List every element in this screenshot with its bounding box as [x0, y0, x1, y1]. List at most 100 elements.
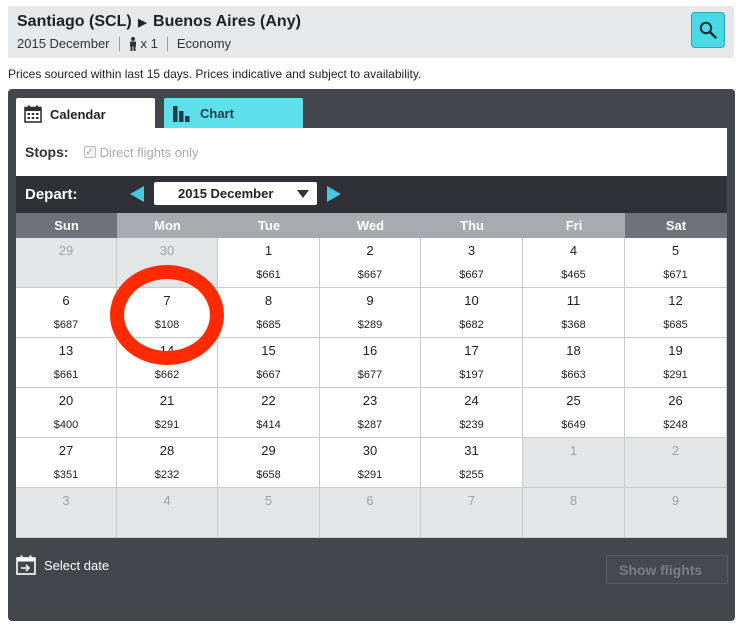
- day-price: $677: [357, 369, 383, 381]
- day-number: 3: [62, 493, 70, 508]
- calendar-day[interactable]: 29 $658: [218, 438, 320, 488]
- calendar-day-outside-month: 4: [117, 488, 218, 538]
- day-price: $255: [459, 469, 484, 481]
- weekday-tue: Tue: [218, 213, 320, 238]
- day-number: 2: [366, 243, 374, 258]
- chevron-down-icon: [297, 190, 309, 198]
- weekday-wed: Wed: [320, 213, 421, 238]
- calendar-arrow-icon: [16, 555, 36, 575]
- depart-label: Depart:: [25, 186, 78, 203]
- prev-month-arrow-icon[interactable]: [130, 186, 144, 202]
- calendar-day[interactable]: 25 $649: [523, 388, 625, 438]
- calendar-day[interactable]: 22 $414: [218, 388, 320, 438]
- calendar-day[interactable]: 12 $685: [625, 288, 727, 338]
- day-number: 10: [464, 293, 479, 308]
- calendar-day[interactable]: 24 $239: [421, 388, 523, 438]
- day-number: 4: [569, 243, 578, 258]
- day-number: 9: [366, 293, 374, 308]
- calendar-day[interactable]: 5 $671: [625, 238, 727, 288]
- month-dropdown[interactable]: 2015 December: [154, 182, 317, 205]
- day-price: $291: [663, 369, 688, 381]
- day-number: 12: [668, 293, 683, 308]
- calendar-day[interactable]: 27 $351: [16, 438, 117, 488]
- calendar-day[interactable]: 7 $108: [117, 288, 218, 338]
- calendar-day[interactable]: 9 $289: [320, 288, 421, 338]
- calendar-day[interactable]: 28 $232: [117, 438, 218, 488]
- day-price: $663: [561, 369, 586, 381]
- search-button[interactable]: [691, 12, 725, 48]
- day-price: $465: [561, 269, 586, 281]
- calendar-day[interactable]: 31 $255: [421, 438, 523, 488]
- tab-calendar[interactable]: Calendar: [16, 98, 155, 130]
- day-number: 20: [58, 393, 74, 408]
- next-month-arrow-icon[interactable]: [327, 186, 341, 202]
- search-summary-header: Santiago (SCL) ▶ Buenos Aires (Any) 2015…: [8, 6, 734, 58]
- day-price: $661: [256, 269, 281, 281]
- calendar-day[interactable]: 3 $667: [421, 238, 523, 288]
- calendar-day[interactable]: 30 $291: [320, 438, 421, 488]
- calendar-day-outside-month: 30: [117, 238, 218, 288]
- calendar-day[interactable]: 1 $661: [218, 238, 320, 288]
- calendar-day[interactable]: 14 $662: [117, 338, 218, 388]
- calendar-week: 13 $661 14 $662 15 $667 16 $677 17 $197 18 $663 19 $2…: [16, 338, 727, 388]
- day-price: $658: [256, 469, 281, 481]
- day-number: 21: [159, 393, 175, 408]
- route-title: Santiago (SCL) ▶ Buenos Aires (Any): [17, 13, 301, 31]
- person-icon: [129, 36, 136, 51]
- calendar-day[interactable]: 23 $287: [320, 388, 421, 438]
- calendar-day[interactable]: 20 $400: [16, 388, 117, 438]
- calendar-day[interactable]: 8 $685: [218, 288, 320, 338]
- show-flights-button[interactable]: Show flights: [606, 555, 728, 584]
- day-number: 1: [264, 243, 273, 258]
- calendar-week: 20 $400 21 $291 22 $414 23 $287 24 $239 25 $649 26 $2…: [16, 388, 727, 438]
- day-price: $291: [357, 469, 383, 481]
- calendar-day[interactable]: 18 $663: [523, 338, 625, 388]
- day-number: 5: [671, 243, 680, 258]
- day-number: 17: [464, 343, 479, 358]
- calendar-weeks: 29 30 1 $661 2 $667 3 $667 4 $465 5 $671 6 $687 7 $108 8…: [16, 238, 727, 538]
- weekday-sun: Sun: [16, 213, 117, 238]
- calendar-day[interactable]: 16 $677: [320, 338, 421, 388]
- tab-chart[interactable]: Chart: [164, 98, 303, 128]
- day-number: 11: [566, 293, 581, 308]
- day-number: 6: [62, 293, 70, 308]
- day-number: 5: [264, 493, 273, 508]
- day-number: 30: [362, 443, 378, 458]
- calendar-day-outside-month: 7: [421, 488, 523, 538]
- weekday-mon: Mon: [117, 213, 218, 238]
- calendar-day[interactable]: 15 $667: [218, 338, 320, 388]
- month-dropdown-value: 2015 December: [178, 186, 274, 201]
- day-price: $291: [154, 419, 180, 431]
- calendar-day[interactable]: 21 $291: [117, 388, 218, 438]
- day-number: 16: [362, 343, 378, 358]
- calendar-icon: [24, 105, 42, 123]
- day-price: $197: [459, 369, 484, 381]
- calendar-day[interactable]: 10 $682: [421, 288, 523, 338]
- select-date-hint: Select date: [16, 555, 109, 575]
- calendar-week: 27 $351 28 $232 29 $658 30 $291 31 $255 1 2: [16, 438, 727, 488]
- day-price: $368: [561, 319, 586, 331]
- calendar-day[interactable]: 6 $687: [16, 288, 117, 338]
- calendar-day-outside-month: 8: [523, 488, 625, 538]
- calendar-day[interactable]: 2 $667: [320, 238, 421, 288]
- day-number: 28: [159, 443, 175, 458]
- day-price: $662: [154, 369, 180, 381]
- day-price: $685: [256, 319, 281, 331]
- day-price: $289: [357, 319, 383, 331]
- direct-flights-checkbox[interactable]: ✓: [83, 146, 96, 158]
- calendar-day[interactable]: 17 $197: [421, 338, 523, 388]
- calendar-day[interactable]: 4 $465: [523, 238, 625, 288]
- calendar-day[interactable]: 13 $661: [16, 338, 117, 388]
- day-number: 22: [261, 393, 276, 408]
- day-number: 29: [261, 443, 276, 458]
- day-price: $239: [459, 419, 484, 431]
- day-number: 4: [163, 493, 171, 508]
- day-number: 13: [58, 343, 74, 358]
- calendar-week: 29 30 1 $661 2 $667 3 $667 4 $465 5 $671: [16, 238, 727, 288]
- day-price: $661: [53, 369, 79, 381]
- calendar-day[interactable]: 26 $248: [625, 388, 727, 438]
- calendar-day[interactable]: 11 $368: [523, 288, 625, 338]
- calendar-day-outside-month: 3: [16, 488, 117, 538]
- calendar-day[interactable]: 19 $291: [625, 338, 727, 388]
- month-label: 2015 December: [17, 36, 110, 51]
